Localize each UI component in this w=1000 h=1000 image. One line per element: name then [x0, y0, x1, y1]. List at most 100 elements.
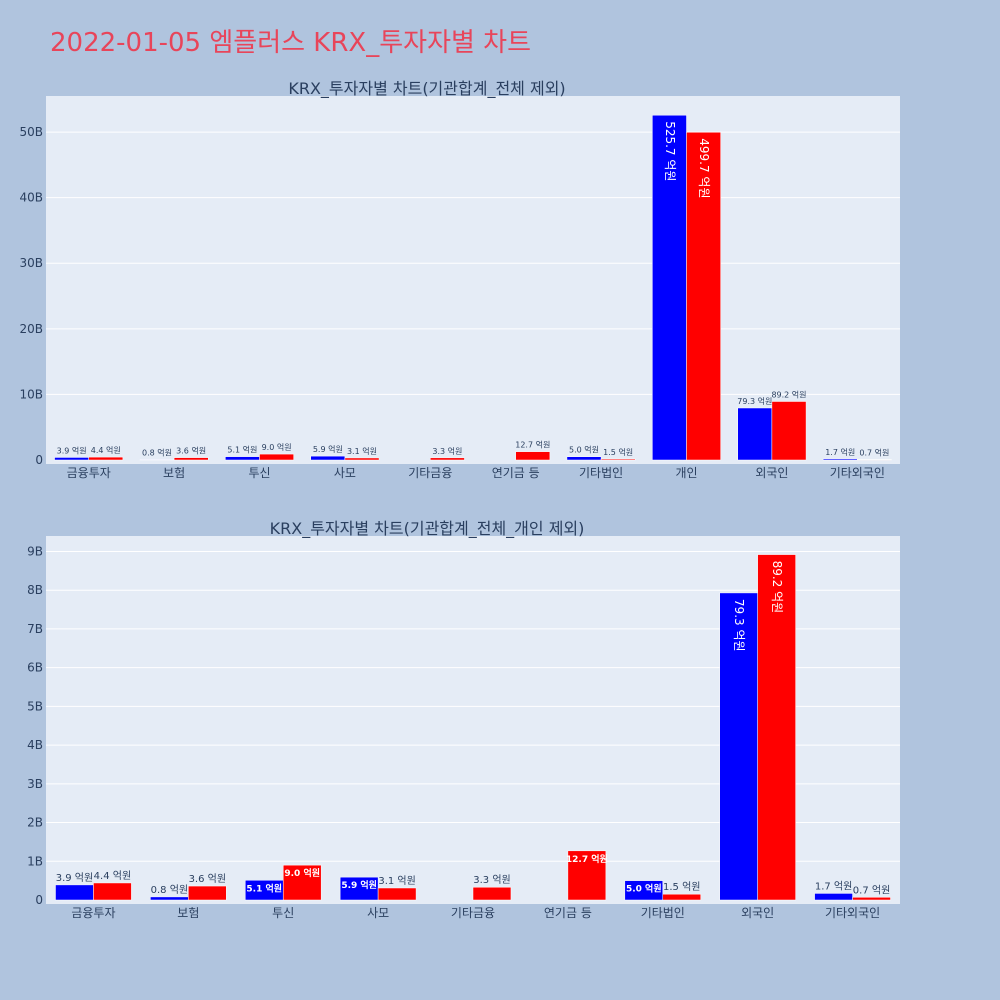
- bar: [188, 885, 227, 901]
- data-label: 5.0 억원: [569, 445, 599, 455]
- x-tick-label: 투신: [248, 466, 270, 480]
- bar: [771, 401, 807, 461]
- y-tick-label: 10B: [19, 387, 43, 401]
- y-tick-label: 8B: [27, 583, 43, 597]
- chart-title-1: KRX_투자자별 차트(기관합계_전체 제외): [288, 79, 565, 99]
- bar: [259, 453, 294, 461]
- bar: [757, 554, 796, 901]
- plot-area-1: [46, 96, 900, 464]
- data-label: 5.1 억원: [246, 882, 282, 894]
- data-label: 12.7 억원: [566, 853, 608, 865]
- data-label: 525.7 억원: [663, 121, 677, 181]
- data-label: 1.7 억원: [825, 447, 855, 457]
- bar: [344, 457, 380, 461]
- bar: [852, 897, 891, 901]
- data-label: 79.3 억원: [732, 599, 746, 652]
- bar: [600, 458, 636, 461]
- x-tick-label: 연기금 등: [492, 466, 540, 480]
- bar: [377, 887, 417, 901]
- data-label: 3.3 억원: [432, 446, 462, 456]
- x-tick-label: 금융투자: [71, 906, 115, 920]
- data-label: 0.7 억원: [853, 884, 890, 896]
- x-tick-label: 개인: [675, 466, 697, 480]
- data-label: 9.0 억원: [262, 442, 292, 452]
- data-label: 499.7 억원: [697, 138, 711, 198]
- bar: [719, 592, 758, 901]
- data-label: 4.4 억원: [94, 870, 131, 882]
- data-label: 5.0 억원: [626, 883, 662, 895]
- data-label: 3.6 억원: [176, 446, 206, 456]
- x-tick-label: 연기금 등: [544, 906, 592, 920]
- x-tick-label: 기타법인: [641, 906, 685, 920]
- bar: [822, 458, 858, 461]
- x-tick-label: 기타법인: [579, 466, 623, 480]
- bar: [472, 886, 512, 901]
- data-label: 5.9 억원: [341, 879, 377, 891]
- data-label: 0.8 억원: [151, 884, 188, 896]
- bar: [310, 455, 346, 461]
- x-tick-label: 기타금융: [451, 906, 495, 920]
- y-tick-label: 2B: [27, 816, 43, 830]
- y-tick-label: 20B: [19, 322, 43, 336]
- data-label: 0.7 억원: [859, 448, 889, 458]
- data-label: 89.2 억원: [771, 389, 806, 399]
- y-tick-label: 6B: [27, 661, 43, 675]
- data-label: 3.9 억원: [56, 872, 93, 884]
- x-tick-label: 보험: [163, 466, 185, 480]
- data-label: 3.6 억원: [189, 873, 226, 885]
- data-label: 12.7 억원: [515, 440, 550, 450]
- bar: [662, 893, 701, 901]
- y-tick-label: 4B: [27, 738, 43, 752]
- x-tick-label: 기타금융: [408, 466, 452, 480]
- x-tick-label: 보험: [177, 906, 199, 920]
- y-tick-label: 9B: [27, 544, 43, 558]
- y-tick-label: 50B: [19, 125, 43, 139]
- data-label: 79.3 억원: [737, 396, 772, 406]
- bar: [430, 457, 465, 461]
- bar: [624, 880, 664, 901]
- y-tick-label: 5B: [27, 699, 43, 713]
- y-tick-label: 7B: [27, 622, 43, 636]
- data-label: 1.5 억원: [663, 881, 700, 893]
- x-tick-label: 외국인: [755, 466, 788, 480]
- x-tick-label: 기타외국인: [825, 906, 880, 920]
- x-tick-label: 금융투자: [67, 466, 111, 480]
- bar: [55, 884, 94, 901]
- y-tick-label: 0: [35, 453, 43, 467]
- bar: [225, 456, 260, 461]
- data-label: 5.1 억원: [227, 445, 257, 455]
- data-label: 1.7 억원: [815, 880, 852, 892]
- data-label: 89.2 억원: [770, 561, 784, 614]
- data-label: 3.1 억원: [378, 875, 415, 887]
- x-tick-label: 사모: [367, 906, 389, 920]
- page-title: 2022-01-05 엠플러스 KRX_투자자별 차트: [50, 28, 532, 58]
- bar: [139, 459, 175, 461]
- y-tick-label: 1B: [27, 854, 43, 868]
- x-tick-label: 외국인: [741, 906, 774, 920]
- x-tick-label: 사모: [334, 466, 356, 480]
- bar: [567, 850, 607, 901]
- x-tick-label: 기타외국인: [830, 466, 885, 480]
- y-tick-label: 40B: [19, 191, 43, 205]
- data-label: 3.1 억원: [347, 446, 377, 456]
- bar: [814, 893, 853, 901]
- bar: [515, 451, 551, 461]
- bar: [857, 459, 892, 461]
- bar: [173, 457, 209, 461]
- data-label: 4.4 억원: [91, 445, 121, 455]
- bar: [737, 407, 773, 461]
- bar: [88, 456, 124, 461]
- bar: [652, 114, 687, 461]
- x-tick-label: 투신: [272, 906, 294, 920]
- bar: [686, 132, 721, 461]
- chart-title-2: KRX_투자자별 차트(기관합계_전체_개인 제외): [270, 519, 585, 539]
- y-tick-label: 0: [35, 893, 43, 907]
- data-label: 3.9 억원: [57, 445, 87, 455]
- y-tick-label: 30B: [19, 256, 43, 270]
- data-label: 5.9 억원: [313, 444, 343, 454]
- data-label: 9.0 억원: [284, 867, 320, 879]
- data-label: 1.5 억원: [603, 447, 633, 457]
- bar: [282, 864, 322, 901]
- y-tick-label: 3B: [27, 777, 43, 791]
